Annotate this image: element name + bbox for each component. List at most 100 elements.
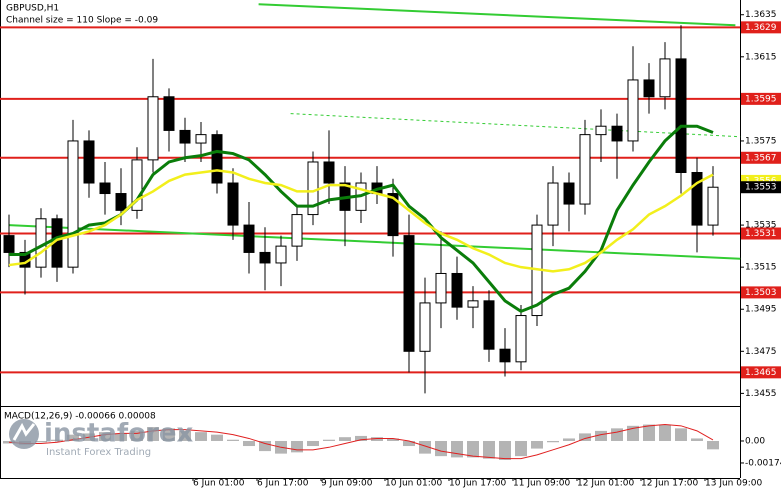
macd-bar [691, 438, 703, 441]
level-box [741, 151, 781, 164]
macd-bar [131, 430, 143, 441]
y-tick-label: 1.3575 [745, 136, 777, 146]
macd-bar [99, 432, 111, 441]
level-label: 1.3567 [745, 153, 777, 163]
x-tick-label: 10 Jun 01:00 [385, 479, 442, 489]
candle-body [611, 125, 623, 142]
level-label: 1.3503 [745, 288, 777, 298]
logo-mark [12, 422, 36, 441]
level-label: 1.3531 [745, 229, 777, 239]
price-marker-box [741, 181, 781, 194]
watermark: instaforex Instant Forex Trading [9, 419, 194, 458]
y-tick-label: 1.3515 [745, 263, 777, 273]
macd-bar [675, 428, 687, 441]
candle-body [115, 193, 127, 211]
candle-body [275, 245, 287, 264]
candle-body [227, 182, 239, 226]
macd-bar [467, 440, 479, 458]
x-tick-label: 6 Jun 01:00 [193, 479, 245, 489]
candle-body [499, 348, 511, 363]
macd-bar [163, 428, 175, 441]
macd-bar [531, 440, 543, 449]
candle-body [323, 161, 335, 184]
y-tick-label: 1.3615 [745, 52, 777, 62]
candle-body [83, 140, 95, 184]
price-marker-label: 1.3553 [745, 183, 777, 193]
x-tick-label: 12 Jun 01:00 [577, 479, 634, 489]
candle-body [243, 224, 255, 253]
candle-body [675, 58, 687, 173]
macd-bar [115, 433, 127, 441]
macd-bar [483, 440, 495, 459]
macd-bar [643, 424, 655, 441]
macd-bar [179, 430, 191, 441]
candle-body [67, 140, 79, 268]
candle-body [99, 182, 111, 195]
x-tick-label: 6 Jun 17:00 [257, 479, 309, 489]
macd-tick-label: 0.00 [745, 436, 765, 446]
macd-bar [563, 438, 575, 441]
macd-bar [451, 440, 463, 458]
candle-body [483, 300, 495, 350]
macd-bar [371, 437, 383, 441]
macd-bar [355, 435, 367, 441]
candle-body [579, 134, 591, 205]
candle-body [563, 182, 575, 205]
level-label: 1.3629 [745, 23, 777, 33]
macd-bar [51, 439, 63, 441]
macd-bar [403, 440, 415, 447]
macd-bar [611, 428, 623, 441]
plot-layer: 1.3635 1.3615 1.3575 1.3535 1.3515 1.3495 1.34… [0, 3, 781, 489]
candle-body [627, 79, 639, 142]
y-tick-label: 1.3475 [745, 347, 777, 357]
logo-icon [9, 419, 39, 449]
macd-bar [419, 440, 431, 454]
macd-tick-label: -0.00174 [745, 458, 781, 468]
macd-bar [547, 440, 559, 443]
y-tick-label: 1.3495 [745, 305, 777, 315]
level-box [741, 21, 781, 34]
moving-average [8, 169, 714, 273]
chart-title: GBPUSD,H1 [6, 4, 59, 14]
logo-tagline: Instant Forex Trading [46, 447, 151, 458]
y-tick-label: 1.3535 [745, 221, 777, 231]
level-box [741, 227, 781, 240]
macd-bar [259, 440, 271, 452]
candle-body [419, 302, 431, 352]
macd-bar [67, 434, 79, 441]
candle-body [451, 272, 463, 308]
macd-bar [291, 440, 303, 453]
candle-body [291, 214, 303, 247]
macd-signal [8, 424, 714, 460]
macd-bar [3, 440, 15, 444]
candle-body [515, 315, 527, 363]
macd-bar [387, 438, 399, 441]
candle-body [131, 159, 143, 211]
level-box [741, 92, 781, 105]
candle-body [707, 186, 719, 226]
macd-label: MACD(12,26,9) -0.00066 0.00008 [4, 412, 156, 422]
level-box [741, 286, 781, 299]
candle-body [259, 251, 271, 264]
logo-brand: instaforex [44, 419, 194, 449]
trend-line [8, 224, 741, 260]
macd-bar [307, 440, 319, 447]
macd-bar [435, 440, 447, 457]
candle-body [195, 134, 207, 144]
macd-bar [35, 440, 47, 443]
macd-bar [579, 433, 591, 441]
candle-body [547, 182, 559, 226]
candle-body [387, 193, 399, 237]
x-tick-label: 13 Jun 09:00 [705, 479, 762, 489]
macd-bar [627, 425, 639, 441]
x-tick-label: 10 Jun 17:00 [449, 479, 506, 489]
candle-body [595, 125, 607, 136]
macd-bar [211, 434, 223, 441]
candle-body [163, 96, 175, 131]
candle-body [211, 134, 223, 184]
x-tick-label: 9 Jun 09:00 [321, 479, 373, 489]
macd-bar [227, 439, 239, 441]
level-label: 1.3465 [745, 368, 777, 378]
macd-bar [707, 440, 719, 450]
